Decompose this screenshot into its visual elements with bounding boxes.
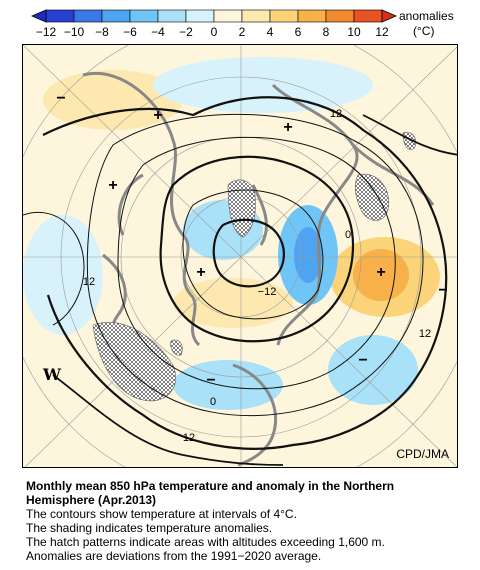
high-marker: + (153, 107, 162, 124)
colorbar-tick-label: 4 (267, 25, 274, 39)
warm-anomaly-north (43, 70, 183, 130)
contour-label: 12 (83, 276, 95, 288)
colorbar-tick-label: 8 (323, 25, 330, 39)
temperature-contours (23, 96, 457, 466)
colorbar-tick-label: −10 (64, 25, 85, 39)
colorbar-tick-label: 0 (211, 25, 218, 39)
contour-labels: 12 0 −12 12 0 12 12 (83, 108, 431, 444)
high-marker: + (376, 264, 385, 281)
cool-anomaly-southwest (173, 360, 283, 410)
contour-label: 12 (183, 432, 195, 444)
caption-line: The contours show temperature at interva… (26, 507, 297, 521)
colorbar-tick-label: −4 (151, 25, 165, 39)
colorbar-swatch (101, 9, 131, 23)
high-marker: + (108, 177, 117, 194)
cool-anomaly-center-core (294, 227, 322, 283)
north-arrow-icon: W (43, 365, 61, 384)
colorbar-swatch (269, 9, 299, 23)
anomaly-colorbar: −12 −10 −8 −6 −4 −2 0 2 4 6 8 10 12 anomalies (°C) (30, 9, 454, 39)
colorbar-swatches (45, 9, 383, 23)
colorbar-right-arrow (381, 9, 398, 23)
polar-stereographic-map: 12 0 −12 12 0 12 12 + + + + + − − − − (23, 45, 457, 467)
warm-anomaly-south (173, 278, 293, 328)
colorbar-tick-label: −12 (36, 25, 57, 39)
colorbar-swatch (45, 9, 75, 23)
high-marker: + (283, 119, 292, 136)
caption-line: The hatch patterns indicate areas with a… (26, 535, 385, 549)
cool-anomaly-west (23, 215, 103, 335)
high-altitude-hatch (92, 132, 416, 402)
low-marker: − (56, 90, 65, 107)
colorbar-unit: (°C) (413, 24, 434, 38)
low-marker: − (206, 372, 215, 389)
colorbar-tick-label: 10 (347, 25, 361, 39)
map-credit: CPD/JMA (396, 447, 449, 461)
colorbar-swatch (73, 9, 103, 23)
colorbar-swatch (129, 9, 159, 23)
hatch-rockies (354, 173, 390, 221)
colorbar-tick-label: 2 (239, 25, 246, 39)
colorbar-swatch (297, 9, 327, 23)
hatch-small-1 (170, 339, 183, 356)
colorbar-swatch (213, 9, 243, 23)
colorbar-tick-label: −6 (123, 25, 137, 39)
cool-anomaly-southeast (328, 335, 418, 405)
caption-title: Monthly mean 850 hPa temperature and ano… (26, 479, 395, 507)
map-panel: 12 0 −12 12 0 12 12 + + + + + − − − − W … (22, 44, 458, 468)
contour-label: 0 (345, 229, 351, 241)
colorbar-tick-labels: −12 −10 −8 −6 −4 −2 0 2 4 6 8 10 12 (36, 25, 389, 39)
colorbar-left-arrow (30, 9, 47, 23)
contour-label: −12 (258, 286, 277, 298)
colorbar-swatch (325, 9, 355, 23)
colorbar-swatch (157, 9, 187, 23)
colorbar-tick-label: −2 (179, 25, 193, 39)
anomaly-shading (23, 57, 440, 410)
caption-line: Anomalies are deviations from the 1991−2… (26, 549, 322, 563)
cool-anomaly-north (153, 57, 373, 113)
colorbar-swatch (241, 9, 271, 23)
contour-label: 12 (330, 108, 342, 120)
pressure-markers: + + + + + − − − − (56, 90, 447, 389)
colorbar-tick-label: −8 (95, 25, 109, 39)
colorbar-swatch (185, 9, 215, 23)
low-marker: − (358, 352, 367, 369)
colorbar-tick-label: 6 (295, 25, 302, 39)
contour-label: 12 (419, 328, 431, 340)
low-marker: − (438, 282, 447, 299)
figure-caption: Monthly mean 850 hPa temperature and ano… (26, 479, 466, 563)
colorbar-label: anomalies (399, 9, 454, 23)
contour-label: 0 (210, 396, 216, 408)
colorbar-swatch (353, 9, 383, 23)
colorbar-tick-label: 12 (375, 25, 389, 39)
caption-line: The shading indicates temperature anomal… (26, 521, 273, 535)
high-marker: + (196, 264, 205, 281)
